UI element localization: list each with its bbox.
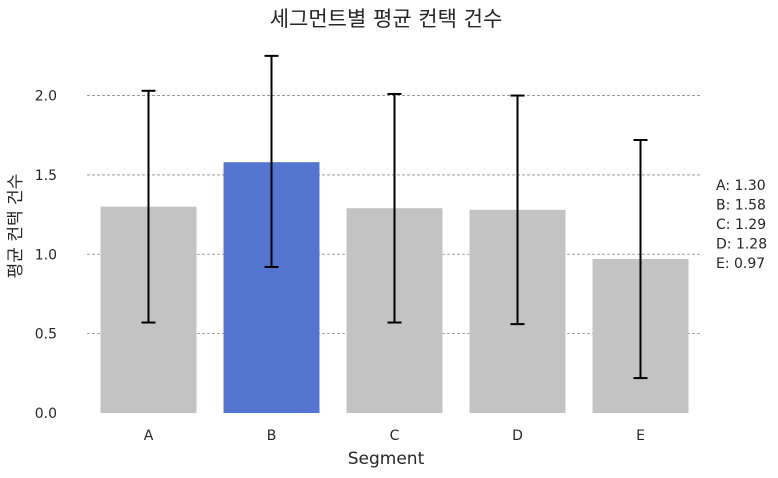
y-tick-label: 1.5 <box>35 168 57 184</box>
annotation-line: C: 1.29 <box>716 217 766 233</box>
x-tick-label: E <box>636 428 645 444</box>
error-bars <box>141 54 648 380</box>
error-bar-c <box>387 92 402 324</box>
x-tick-label: A <box>144 428 154 444</box>
y-axis-ticks: 0.0 0.5 1.0 1.5 2.0 <box>35 89 57 422</box>
annotation-line: E: 0.97 <box>716 256 765 272</box>
y-tick-label: 0.0 <box>35 406 57 422</box>
y-tick-label: 0.5 <box>35 327 57 343</box>
chart-title: 세그먼트별 평균 컨택 건수 <box>270 7 503 31</box>
x-tick-label: C <box>390 428 400 444</box>
error-bar-d <box>510 94 525 326</box>
x-tick-label: B <box>267 428 277 444</box>
error-bar-e <box>633 138 648 380</box>
error-bar-b <box>264 54 279 268</box>
error-bar-a <box>141 89 156 324</box>
x-axis-label: Segment <box>348 449 425 469</box>
x-axis-ticks: A B C D E <box>144 428 645 444</box>
x-tick-label: D <box>512 428 523 444</box>
y-tick-label: 2.0 <box>35 89 57 105</box>
annotation-line: D: 1.28 <box>716 237 767 253</box>
annotation-line: A: 1.30 <box>716 178 766 194</box>
annotation-line: B: 1.58 <box>716 198 766 214</box>
y-tick-label: 1.0 <box>35 247 57 263</box>
value-annotation: A: 1.30 B: 1.58 C: 1.29 D: 1.28 E: 0.97 <box>716 178 767 272</box>
y-axis-label: 평균 컨택 건수 <box>6 174 26 279</box>
